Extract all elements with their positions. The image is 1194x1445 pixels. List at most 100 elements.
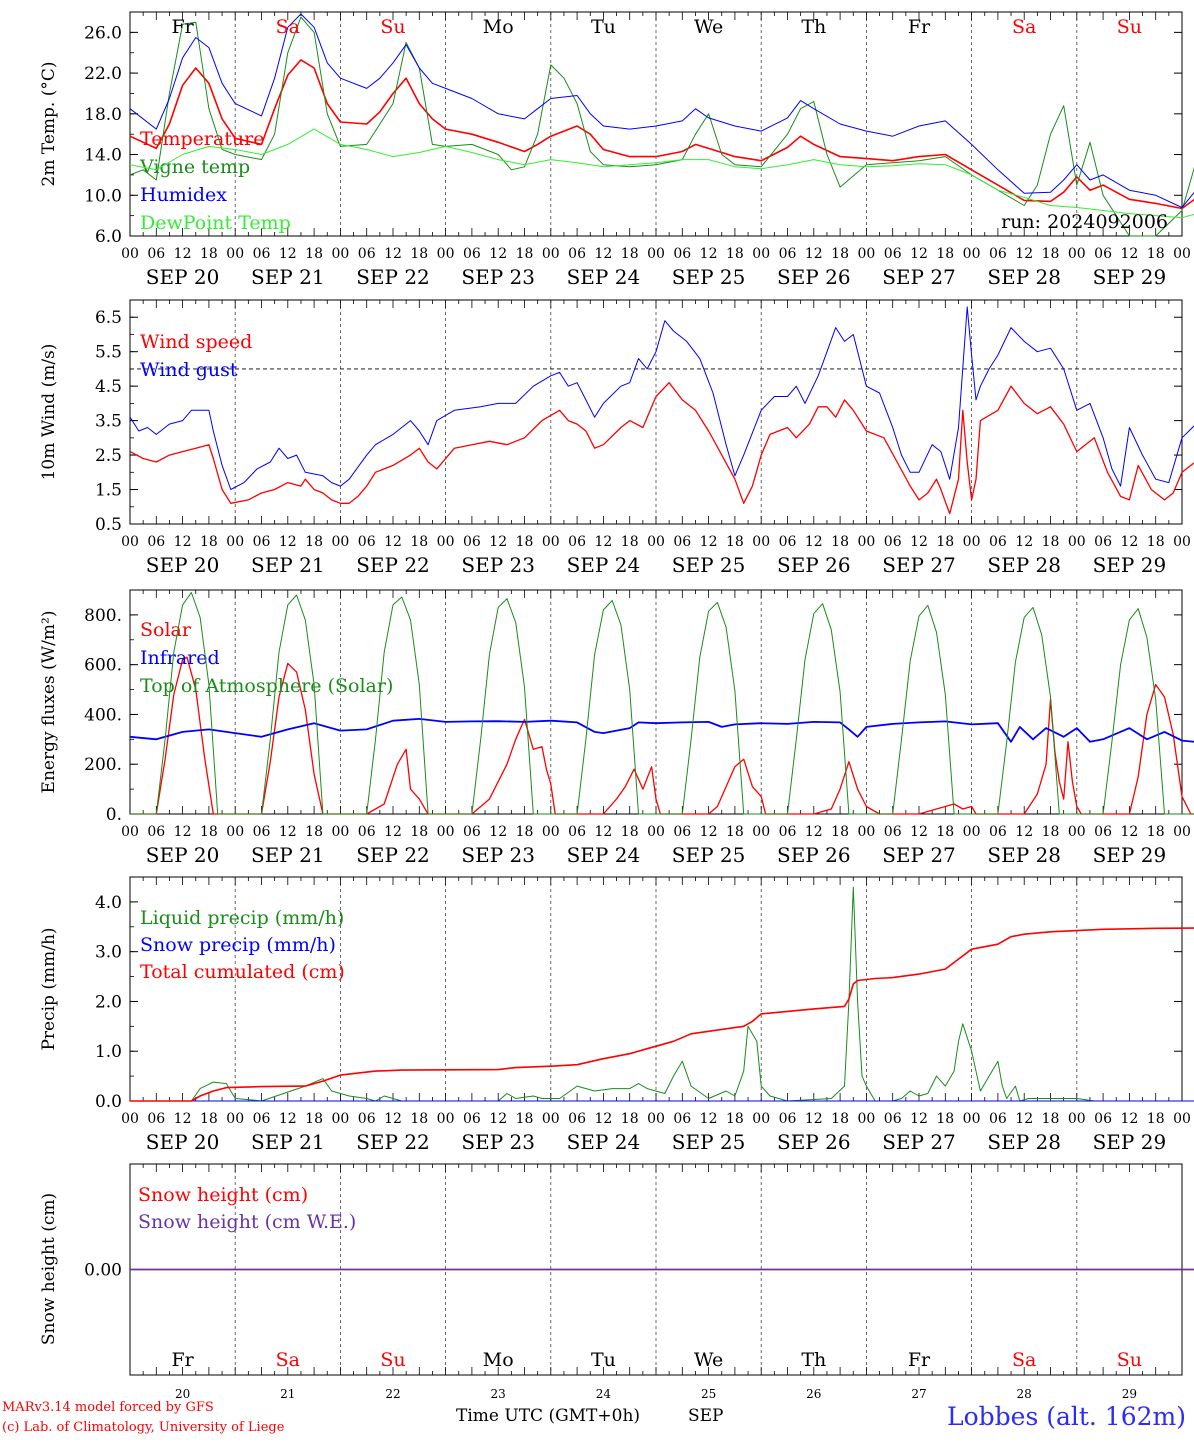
hour-label: 12 <box>805 1111 823 1127</box>
y-tick-label: 4.0 <box>95 893 122 913</box>
hour-label: 12 <box>700 534 718 550</box>
series-line-total-cumulated-cm- <box>130 927 1194 1102</box>
hour-label: 18 <box>621 534 639 550</box>
date-label: SEP 27 <box>882 553 956 577</box>
legend-entry: Solar <box>140 619 192 641</box>
y-axis-label: Snow height (cm) <box>39 1193 59 1345</box>
hour-label: 12 <box>700 1111 718 1127</box>
hour-label: 12 <box>384 1111 402 1127</box>
hour-label: 12 <box>279 1111 297 1127</box>
hour-label: 18 <box>621 1111 639 1127</box>
hour-label: 12 <box>489 1111 507 1127</box>
hour-label: 06 <box>1094 1111 1112 1127</box>
hour-label: 06 <box>147 534 165 550</box>
date-label: SEP 27 <box>882 265 956 289</box>
hour-label: 06 <box>1094 246 1112 262</box>
hour-label: 00 <box>331 246 349 262</box>
hour-label: 06 <box>568 246 586 262</box>
hour-label: 12 <box>384 824 402 840</box>
day-name-bottom: Th <box>801 1349 826 1371</box>
hour-label: 00 <box>542 1111 560 1127</box>
day-name-bottom: Sa <box>276 1349 300 1371</box>
y-axis-label: 10m Wind (m/s) <box>39 344 59 481</box>
series-line-humidex <box>129 13 1194 208</box>
hour-label: 12 <box>1015 824 1033 840</box>
hour-label: 18 <box>726 824 744 840</box>
y-tick-label: 0.0 <box>95 1092 122 1112</box>
hour-label: 00 <box>1173 1111 1191 1127</box>
date-label: SEP 28 <box>987 265 1061 289</box>
hour-label: 00 <box>647 246 665 262</box>
hour-label: 00 <box>121 534 139 550</box>
hour-label: 06 <box>358 1111 376 1127</box>
day-name-top: Mo <box>483 16 514 38</box>
series-line-vigne-temp <box>129 16 1194 237</box>
y-tick-label: 2.5 <box>95 446 122 466</box>
hour-label: 18 <box>516 1111 534 1127</box>
hour-label: 06 <box>147 1111 165 1127</box>
run-annotation: run: 2024092006 <box>1001 211 1168 233</box>
y-tick-label: 0.00 <box>84 1261 122 1281</box>
day-name-top: Tu <box>591 16 616 38</box>
hour-label: 18 <box>936 824 954 840</box>
hour-label: 06 <box>463 246 481 262</box>
date-label: SEP 21 <box>251 1130 325 1154</box>
y-tick-label: 0.5 <box>95 515 122 535</box>
hour-label: 12 <box>384 246 402 262</box>
day-number: 25 <box>701 1387 716 1401</box>
hour-label: 06 <box>779 1111 797 1127</box>
hour-label: 18 <box>1042 534 1060 550</box>
date-label: SEP 20 <box>146 843 220 867</box>
date-label: SEP 23 <box>461 843 535 867</box>
date-label: SEP 28 <box>987 843 1061 867</box>
hour-label: 18 <box>200 1111 218 1127</box>
hour-label: 18 <box>410 1111 428 1127</box>
hour-label: 06 <box>147 824 165 840</box>
day-name-bottom: Su <box>380 1349 405 1371</box>
day-name-top: Sa <box>276 16 300 38</box>
series-line-liquid-precip-mm-h- <box>130 886 1194 1102</box>
hour-label: 12 <box>1015 246 1033 262</box>
hour-label: 18 <box>1147 824 1165 840</box>
hour-label: 00 <box>437 246 455 262</box>
legend-entry: Snow height (cm W.E.) <box>138 1211 356 1233</box>
day-number: 28 <box>1017 1387 1032 1401</box>
date-label: SEP 25 <box>672 843 746 867</box>
legend-entry: Wind gust <box>140 359 238 381</box>
hour-label: 00 <box>331 1111 349 1127</box>
hour-label: 00 <box>542 246 560 262</box>
hour-label: 06 <box>253 1111 271 1127</box>
hour-label: 00 <box>647 1111 665 1127</box>
date-label: SEP 21 <box>251 553 325 577</box>
hour-label: 12 <box>174 824 192 840</box>
day-number: 22 <box>385 1387 400 1401</box>
date-label: SEP 28 <box>987 1130 1061 1154</box>
station-label: Lobbes (alt. 162m) <box>946 1402 1186 1431</box>
date-label: SEP 25 <box>672 1130 746 1154</box>
hour-label: 00 <box>1173 534 1191 550</box>
hour-label: 18 <box>936 534 954 550</box>
hour-label: 00 <box>226 1111 244 1127</box>
hour-label: 18 <box>831 246 849 262</box>
date-label: SEP 25 <box>672 265 746 289</box>
day-name-top: Fr <box>908 16 931 38</box>
hour-label: 00 <box>121 1111 139 1127</box>
legend-entry: Snow precip (mm/h) <box>140 934 336 956</box>
hour-label: 12 <box>174 246 192 262</box>
hour-label: 18 <box>516 824 534 840</box>
hour-label: 18 <box>726 246 744 262</box>
hour-label: 06 <box>358 824 376 840</box>
hour-label: 18 <box>1147 534 1165 550</box>
date-label: SEP 24 <box>567 1130 641 1154</box>
legend-entry: Liquid precip (mm/h) <box>140 907 344 929</box>
hour-label: 18 <box>831 534 849 550</box>
hour-label: 06 <box>989 824 1007 840</box>
y-tick-label: 22.0 <box>84 64 122 84</box>
y-tick-label: 400. <box>84 705 122 725</box>
hour-label: 18 <box>936 246 954 262</box>
hour-label: 12 <box>279 534 297 550</box>
hour-label: 06 <box>463 824 481 840</box>
y-tick-label: 4.5 <box>95 377 122 397</box>
